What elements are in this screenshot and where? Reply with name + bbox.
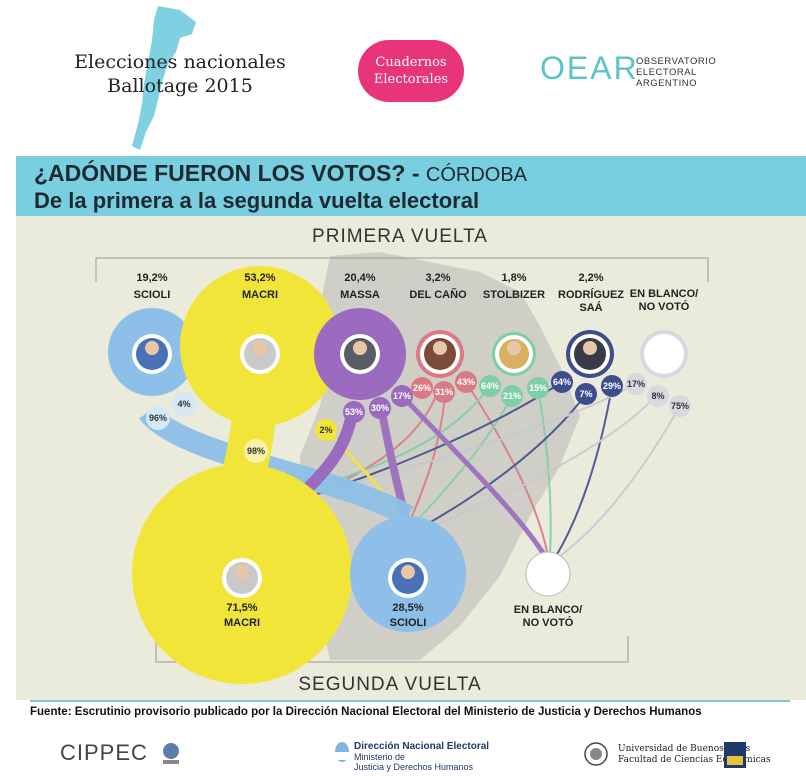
pct-blanco-2: 75% [671,401,689,411]
oear-line2: ELECTORAL [636,67,697,78]
photo-macri-2 [222,558,262,598]
uba-logo: Universidad de Buenos Aires Facultad de … [618,744,771,766]
pct-massa-0: 53% [345,407,363,417]
pct-stolbizer-0: 64% [481,381,499,391]
name-blanco-2: EN BLANCO/ NO VOTÓ [513,604,583,629]
cippec-emblem-icon [163,743,179,764]
pct-massa-1: 30% [371,403,389,413]
header-title: Elecciones nacionales Ballotage 2015 [0,50,360,98]
name-massa-1: MASSA [340,289,380,301]
pct-scioli-2: 28,5% [392,602,424,614]
uba-seal-icon [584,742,608,766]
pct-delcano-0: 26% [413,383,431,393]
label-stolbizer-1: 1,8% STOLBIZER [474,272,554,302]
pct-massa-2: 17% [393,391,411,401]
band-title-place: CÓRDOBA [425,164,527,186]
band-title: ¿ADÓNDE FUERON LOS VOTOS? - CÓRDOBA [34,160,527,187]
oear-logo: OEAR [540,50,639,86]
label-macri-2: 71,5% MACRI [202,602,282,630]
dne-line3: Justicia y Derechos Humanos [354,762,474,772]
argentina-shield-icon [335,742,349,762]
pct-rodriguez-0: 64% [553,377,571,387]
pct-massa-1: 20,4% [344,272,376,284]
pill-line1: Cuadernos [375,55,447,70]
photo-scioli-2 [388,558,428,598]
pct-scioli-1: 4% [177,399,190,409]
circle-blanco-2 [525,551,571,597]
top-bracket [95,257,709,282]
photo-scioli-1 [132,334,172,374]
pct-scioli-0: 96% [149,413,167,423]
label-blanco-1: EN BLANCO/ NO VOTÓ [626,288,702,314]
label-delcano-1: 3,2% DEL CAÑO [398,272,478,302]
blank-circle-1 [644,334,684,374]
label-rodriguez-1: 2,2% RODRÍGUEZ SAÁ [556,272,626,315]
name-macri-2: MACRI [223,617,261,629]
oear-subtitle: OBSERVATORIO ELECTORAL ARGENTINO [636,56,716,89]
title-band [16,156,806,216]
argentina-map-icon [132,6,196,150]
source-divider [30,700,790,702]
dne-line1: Dirección Nacional Electoral [354,741,490,752]
pct-macri-2: 71,5% [226,602,258,614]
label-macri-1: 53,2% MACRI [220,272,300,302]
photo-delcano-1 [420,334,460,374]
pct-delcano-1: 31% [435,387,453,397]
pill-line2: Electorales [373,72,449,87]
pct-scioli-1: 19,2% [136,272,168,284]
dne-logo: Dirección Nacional Electoral Ministerio … [354,741,490,773]
label-scioli-1: 19,2% SCIOLI [112,272,192,302]
pct-stolbizer-2: 15% [529,383,547,393]
name-macri-1: MACRI [241,289,279,301]
photo-rodriguez-1 [570,334,610,374]
band-subtitle: De la primera a la segunda vuelta electo… [34,188,480,213]
photo-stolbizer-1 [495,335,533,373]
pct-rodriguez-2: 29% [603,381,621,391]
pct-stolbizer-1: 1,8% [501,272,527,284]
oear-line3: ARGENTINO [636,78,697,89]
cippec-logo: CIPPEC [60,740,148,765]
pct-delcano-2: 43% [457,377,475,387]
oear-line1: OBSERVATORIO [636,56,717,67]
band-title-main: ¿ADÓNDE FUERON LOS VOTOS? - [34,160,420,186]
dne-line2: Ministerio de [354,752,406,762]
first-round-title: PRIMERA VUELTA [312,226,488,247]
photo-macri-1 [240,334,280,374]
label-blanco-2: EN BLANCO/ NO VOTÓ [508,604,588,630]
pct-blanco-0: 17% [627,379,645,389]
pct-delcano-1: 3,2% [425,272,451,284]
pct-rodriguez-1: 2,2% [578,272,604,284]
name-scioli-1: SCIOLI [133,289,171,301]
pct-blanco-1: 8% [651,391,664,401]
name-blanco-1: EN BLANCO/ NO VOTÓ [629,288,699,313]
flow-rodriguez-blanco [555,385,613,557]
pct-macri-0: 98% [247,446,265,456]
header-title-line2: Ballotage 2015 [107,75,253,97]
pct-macri-1: 2% [319,425,332,435]
pct-macri-1: 53,2% [244,272,276,284]
flow-massa-blanco [400,394,548,558]
second-round-title: SEGUNDA VUELTA [298,674,482,695]
name-scioli-2: SCIOLI [389,617,427,629]
uba-line2: Facultad de Ciencias Económicas [618,755,771,765]
uba-line1: Universidad de Buenos Aires [618,744,751,754]
label-scioli-2: 28,5% SCIOLI [368,602,448,630]
flow-diagram: 96% 4% 98% 2% 53% 30% 17% 26% 31% 43% 64… [95,252,709,684]
name-rodriguez-1: RODRÍGUEZ SAÁ [558,289,624,314]
source-text: Fuente: Escrutinio provisorio publicado … [30,706,702,718]
pct-stolbizer-1: 21% [503,391,521,401]
flow-blanco-blanco [559,405,681,557]
flow-blanco-scioli [423,393,659,531]
pct-rodriguez-1: 7% [579,389,592,399]
flow-stolbizer-blanco [537,387,552,557]
ice-logo-icon [724,742,746,768]
header-title-line1: Elecciones nacionales [74,51,286,73]
bottom-bracket [155,636,629,663]
name-delcano-1: DEL CAÑO [409,289,467,301]
name-stolbizer-1: STOLBIZER [482,289,546,301]
label-massa-1: 20,4% MASSA [320,272,400,302]
cuadernos-badge: Cuadernos Electorales [358,40,464,102]
flow-delcano-scioli [407,385,447,527]
photo-massa-1 [340,334,380,374]
